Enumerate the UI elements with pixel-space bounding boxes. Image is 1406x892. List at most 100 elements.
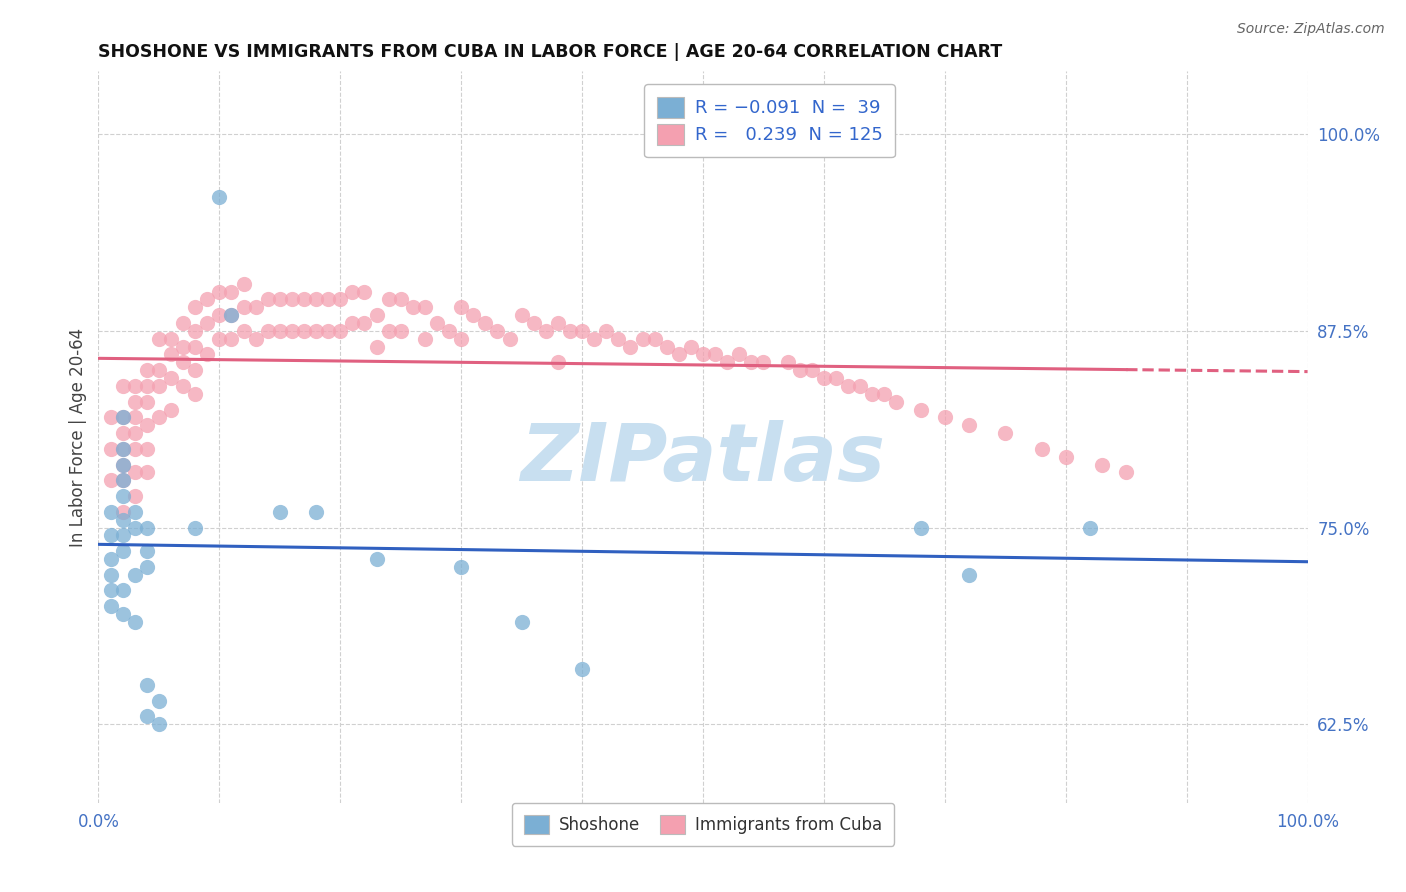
Point [342,285,364,299]
Point [124,489,146,503]
Point [124,466,146,480]
Point [148,410,170,425]
Point [245,332,267,346]
Point [148,363,170,377]
Text: ZIPatlas: ZIPatlas [520,420,886,498]
Point [281,324,304,338]
Point [800,363,823,377]
Point [366,308,388,322]
Point [595,324,617,338]
Point [135,466,157,480]
Point [100,505,122,519]
Point [100,583,122,598]
Point [124,410,146,425]
Point [498,332,520,346]
Point [994,426,1017,441]
Point [256,324,278,338]
Point [111,505,134,519]
Point [860,387,883,401]
Point [148,332,170,346]
Point [100,528,122,542]
Point [135,442,157,456]
Point [607,332,630,346]
Point [124,442,146,456]
Point [269,293,291,307]
Point [305,293,328,307]
Point [184,301,207,315]
Point [910,520,932,534]
Point [221,285,243,299]
Point [111,442,134,456]
Point [172,379,194,393]
Point [679,340,702,354]
Text: Source: ZipAtlas.com: Source: ZipAtlas.com [1237,22,1385,37]
Point [160,402,183,417]
Point [450,559,472,574]
Point [281,293,304,307]
Point [292,324,315,338]
Point [316,324,339,338]
Point [111,458,134,472]
Point [135,559,157,574]
Point [740,355,762,369]
Point [316,293,339,307]
Point [100,567,122,582]
Point [437,324,460,338]
Point [124,379,146,393]
Point [353,316,375,330]
Point [886,394,908,409]
Point [111,379,134,393]
Point [111,426,134,441]
Point [342,316,364,330]
Point [111,607,134,621]
Point [111,442,134,456]
Point [366,340,388,354]
Point [910,402,932,417]
Point [813,371,835,385]
Point [377,293,399,307]
Point [752,355,775,369]
Point [631,332,654,346]
Point [510,308,533,322]
Point [389,293,412,307]
Point [292,293,315,307]
Point [825,371,848,385]
Point [426,316,449,330]
Point [256,293,278,307]
Point [184,363,207,377]
Point [100,473,122,487]
Point [873,387,896,401]
Point [571,324,593,338]
Point [486,324,509,338]
Point [329,293,352,307]
Point [583,332,606,346]
Point [124,520,146,534]
Point [148,693,170,707]
Point [172,355,194,369]
Point [135,709,157,723]
Point [221,308,243,322]
Point [305,505,328,519]
Point [232,277,254,291]
Point [510,615,533,629]
Point [135,394,157,409]
Y-axis label: In Labor Force | Age 20-64: In Labor Force | Age 20-64 [69,327,87,547]
Point [100,599,122,614]
Point [523,316,546,330]
Point [232,301,254,315]
Point [124,505,146,519]
Point [111,473,134,487]
Point [160,347,183,361]
Point [776,355,799,369]
Point [934,410,956,425]
Point [837,379,859,393]
Point [184,324,207,338]
Point [655,340,678,354]
Point [716,355,738,369]
Point [111,544,134,558]
Point [450,332,472,346]
Point [957,567,980,582]
Point [172,316,194,330]
Point [100,410,122,425]
Point [184,340,207,354]
